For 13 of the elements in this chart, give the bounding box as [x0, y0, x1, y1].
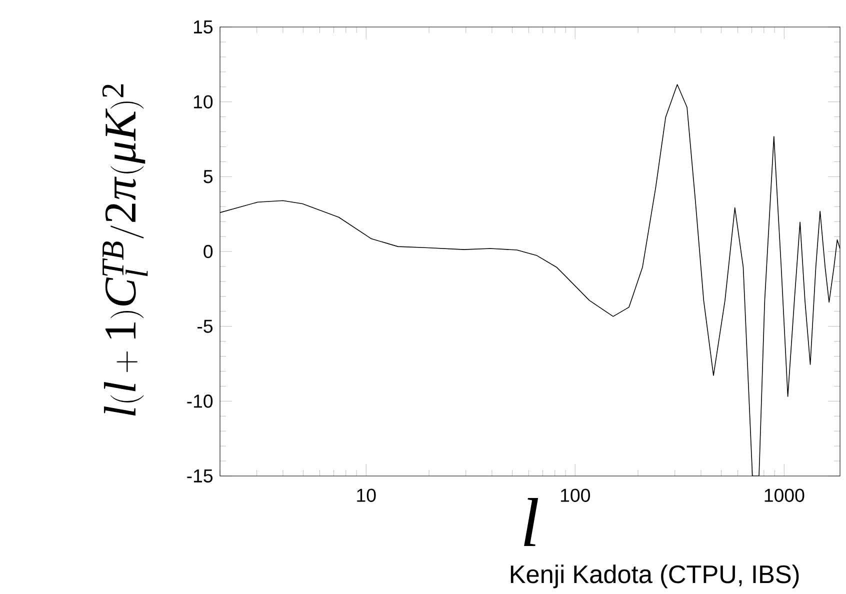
y-axis-title: $l(l+1)C_l^{TB}/2\pi(\mu K)^2$	[102, 84, 148, 416]
x-tick-label: 1000	[764, 488, 804, 502]
x-tick-label: 10	[357, 488, 376, 502]
y-tick-label: -15	[187, 469, 213, 483]
y-tick-label: 0	[204, 244, 213, 258]
text: Kenji Kadota (CTPU, IBS)	[510, 564, 799, 588]
y-tick-label: 15	[194, 20, 213, 34]
x-axis-title: $l$	[524, 498, 538, 546]
y-tick-label: -10	[187, 394, 213, 408]
y-tick-label: 5	[204, 170, 213, 184]
y-tick-label: -5	[198, 320, 213, 333]
y-tick-label: 10	[194, 95, 213, 108]
x-tick-label: 100	[560, 488, 590, 502]
